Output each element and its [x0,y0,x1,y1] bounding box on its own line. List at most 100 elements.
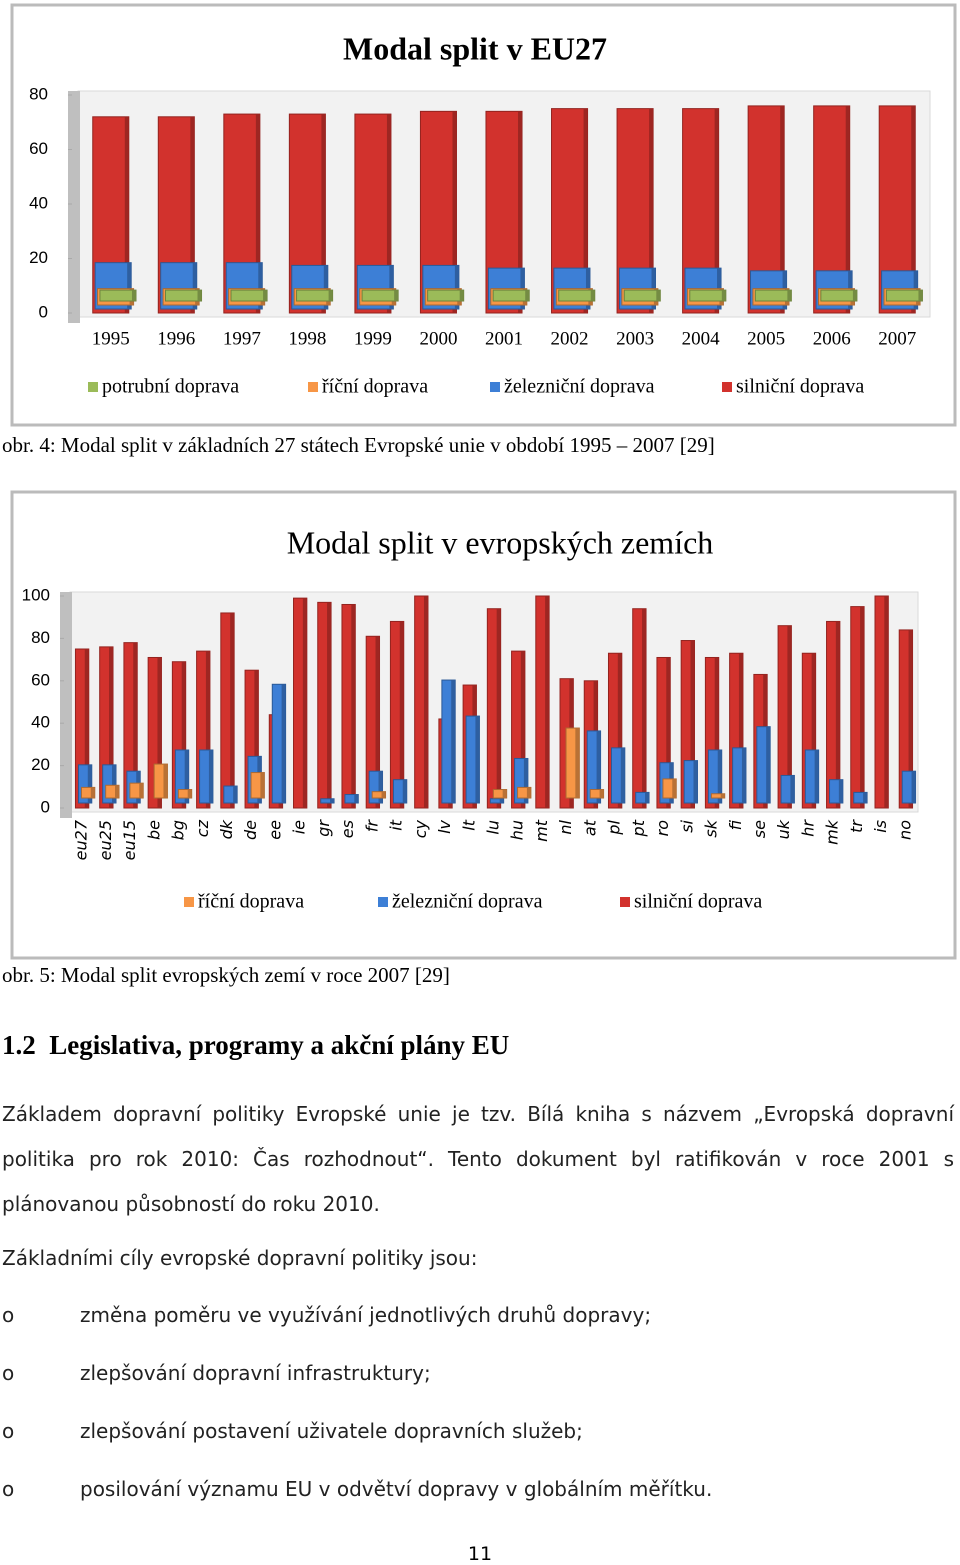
bar-side [714,657,719,808]
bar-side [124,116,129,313]
x-tick-label: bg [169,820,188,840]
bar-side [321,114,326,313]
bar-side [838,779,843,803]
chart-title: Modal split v EU27 [343,30,607,66]
bar-side [590,290,595,301]
bar-side [208,750,213,803]
x-tick-label: gr [314,819,333,837]
bar-side [197,290,202,301]
y-tick-label: 0 [39,302,48,321]
x-tick-label: fr [362,819,381,833]
x-tick-label: 2003 [616,328,654,349]
bar-side [523,758,528,803]
bar-side [575,728,580,798]
y-tick-label: 40 [31,713,50,732]
legend-swatch [620,897,630,907]
bar-side [302,598,307,808]
x-tick-label: cy [411,819,430,838]
bar-side [133,642,138,808]
bar-side [354,794,359,803]
heading-text: Legislativa, programy a akční plány EU [49,1030,510,1060]
y-tick-label: 60 [31,670,50,689]
bar-side [454,265,459,309]
bar-side [323,265,328,309]
bar-side [741,747,746,803]
x-tick-label: be [144,820,163,840]
bar [427,289,465,302]
x-tick-label: it [387,819,406,830]
bar-side [766,726,771,803]
bar-side [115,785,120,798]
bar-side [518,111,523,313]
legend-label: silniční doprava [736,376,864,398]
y-tick-label: 100 [22,585,50,604]
y-tick-label: 40 [29,193,48,212]
bar-side [402,779,407,803]
bar-side [90,787,95,798]
bar-side [714,108,719,313]
bar-side [263,290,268,301]
bar-side [112,764,117,803]
bar-side [845,105,850,314]
bar-side [545,596,550,808]
bar-side [642,608,647,808]
legend-label: potrubní doprava [102,376,239,398]
paragraph: Základními cíly evropské dopravní politi… [2,1246,478,1270]
x-tick-label: hu [508,820,527,840]
bar-side [330,798,335,803]
x-tick-label: es [338,820,357,838]
legend-swatch [184,897,194,907]
bar-side [860,606,865,808]
caption: obr. 4: Modal split v základních 27 stát… [2,433,715,457]
bar-side [738,653,743,808]
bar-side [190,116,195,313]
bar-side [451,680,456,803]
legend-swatch [308,382,318,392]
legend-label: silniční doprava [634,891,762,913]
bar-side [645,792,650,803]
y-tick-label: 60 [29,139,48,158]
bar [99,289,137,302]
bar-side [863,792,868,803]
bar-side [375,636,380,808]
x-tick-label: 1997 [223,328,261,349]
bar-side [452,111,457,313]
bar-side [258,262,263,309]
x-tick-label: hr [798,819,817,837]
bar [164,289,203,302]
bar-side [131,290,136,301]
x-tick-label: ee [265,820,284,840]
x-tick-label: 2007 [878,328,916,349]
x-tick-label: sk [702,819,721,837]
bar [558,289,596,302]
x-tick-label: ro [653,820,672,837]
bar-side [378,771,383,803]
bar-side [381,791,386,798]
x-tick-label: uk [774,819,793,839]
x-tick-label: 1996 [157,328,195,349]
bar-side [127,262,132,309]
x-tick-label: nl [556,819,575,834]
x-tick-label: 2001 [485,328,523,349]
bar-side [918,290,923,301]
list-marker: o [2,1303,15,1327]
bar-side [583,108,588,313]
bar-side [475,716,480,803]
x-tick-label: si [677,819,696,832]
x-tick-label: 2000 [419,328,457,349]
y-tick-label: 20 [31,755,50,774]
legend-label: říční doprava [198,891,304,913]
x-tick-label: ie [290,820,309,834]
bar-side [790,775,795,803]
bar-side [693,760,698,803]
bar [689,289,727,302]
legend-label: železniční doprava [392,891,543,913]
bar-side [620,747,625,803]
heading-number: 1.2 [2,1030,36,1060]
x-tick-label: lu [484,820,503,835]
bar-side [459,290,464,301]
list-marker: o [2,1361,15,1385]
bar-side [254,670,259,808]
bar [623,289,661,302]
plot-side [68,91,80,323]
